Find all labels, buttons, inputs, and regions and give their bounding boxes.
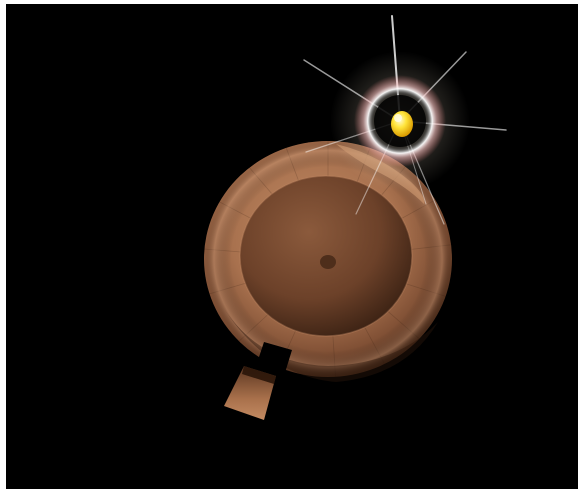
rendered-scene bbox=[6, 4, 578, 489]
bronze-shard bbox=[224, 366, 276, 420]
light-source-icon bbox=[303, 15, 507, 225]
render-viewport bbox=[6, 4, 578, 489]
bronze-disc bbox=[204, 141, 452, 382]
disc-center-hub bbox=[320, 255, 336, 269]
